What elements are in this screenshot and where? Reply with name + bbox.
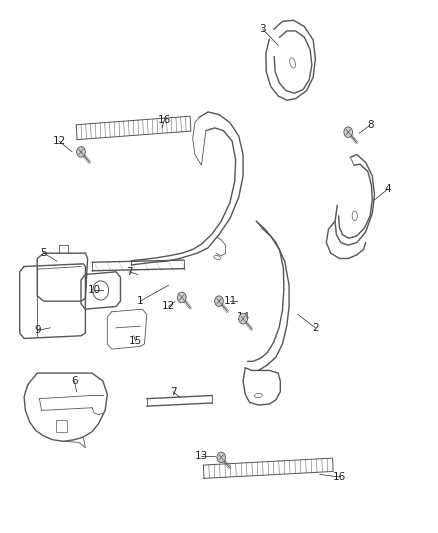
Text: 7: 7 [126,267,133,277]
Text: 7: 7 [170,387,177,397]
Text: 12: 12 [53,136,66,146]
Circle shape [217,452,226,463]
Text: 6: 6 [71,376,78,386]
Text: 15: 15 [129,336,142,346]
Text: 5: 5 [40,248,47,258]
Text: 8: 8 [367,120,374,130]
Text: 14: 14 [237,312,250,322]
Circle shape [177,292,186,303]
Bar [56,420,67,432]
Circle shape [215,296,223,306]
Text: 13: 13 [195,451,208,461]
Text: 1: 1 [137,296,144,306]
Text: 16: 16 [158,115,171,125]
Circle shape [77,147,85,157]
Text: 12: 12 [162,302,175,311]
Text: 2: 2 [312,323,319,333]
Text: 16: 16 [333,472,346,482]
Text: 4: 4 [384,184,391,194]
Text: 10: 10 [88,286,101,295]
Circle shape [344,127,353,138]
Circle shape [239,313,247,324]
Text: 3: 3 [259,25,266,34]
Text: 9: 9 [34,326,41,335]
Text: 11: 11 [223,296,237,306]
